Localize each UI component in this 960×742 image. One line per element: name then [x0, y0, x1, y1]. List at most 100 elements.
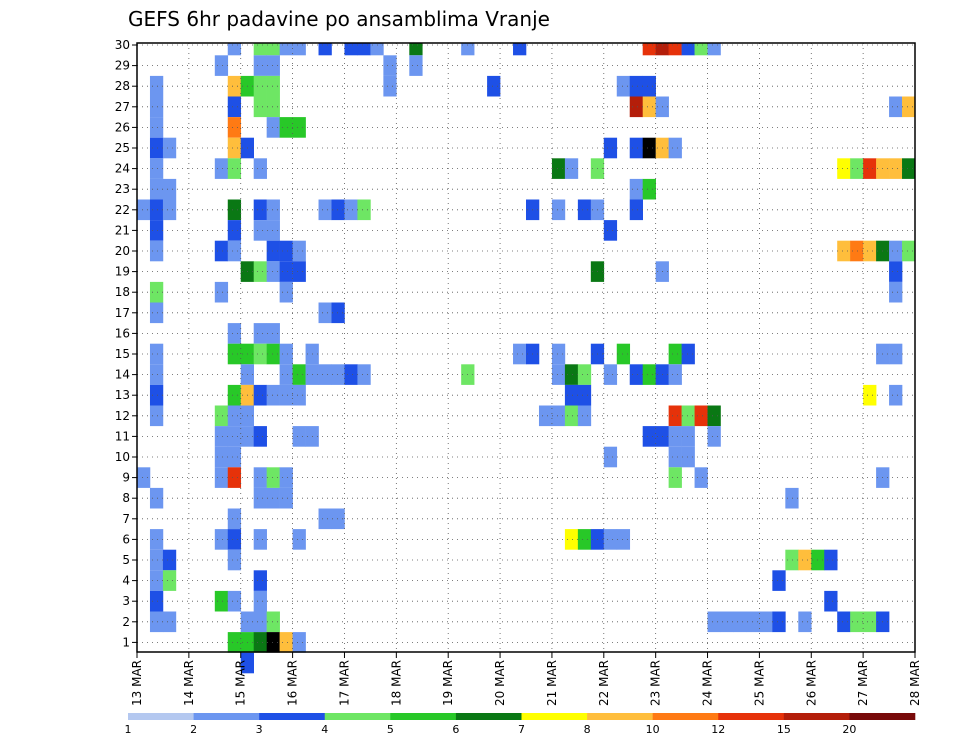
heatmap-cell — [292, 43, 306, 56]
heatmap-cell — [279, 343, 293, 365]
heatmap-cell — [513, 43, 527, 56]
heatmap-cell — [149, 529, 164, 550]
colorbar-swatch — [783, 713, 850, 720]
heatmap-cell — [149, 364, 164, 385]
colorbar-swatch — [390, 713, 457, 720]
heatmap-cell — [253, 220, 267, 241]
heatmap-cell — [149, 158, 164, 179]
heatmap-cell — [564, 529, 579, 550]
x-tick-label: 21 MAR — [545, 660, 559, 706]
colorbar-swatch — [128, 713, 194, 720]
y-tick-label: 26 — [115, 120, 130, 134]
colorbar-label: 8 — [584, 723, 591, 736]
colorbar-swatch — [521, 713, 588, 720]
heatmap-cell — [694, 467, 708, 488]
heatmap-cell — [149, 302, 164, 324]
heatmap-cells — [137, 43, 916, 674]
heatmap-cell — [149, 220, 164, 241]
heatmap-cell — [227, 137, 242, 159]
heatmap-cell — [149, 117, 164, 138]
heatmap-cell — [227, 199, 242, 221]
heatmap-cell — [759, 611, 773, 633]
heatmap-cell — [837, 158, 851, 179]
heatmap-cell — [629, 75, 643, 97]
heatmap-cell — [850, 240, 864, 262]
heatmap-cell — [629, 199, 643, 221]
heatmap-cell — [551, 405, 566, 427]
heatmap-cell — [616, 529, 631, 550]
heatmap-cell — [253, 96, 267, 118]
heatmap-cell — [889, 343, 903, 365]
heatmap-cell — [668, 343, 682, 365]
heatmap-cell — [266, 467, 280, 488]
heatmap-cell — [292, 117, 306, 138]
heatmap-cell — [850, 611, 864, 633]
heatmap-cell — [279, 384, 293, 406]
chart-title: GEFS 6hr padavine po ansamblima Vranje — [128, 7, 550, 31]
heatmap-cell — [227, 549, 242, 571]
heatmap-cell — [681, 343, 695, 365]
heatmap-cell — [227, 220, 242, 241]
heatmap-cell — [227, 343, 242, 365]
heatmap-cell — [279, 261, 293, 282]
heatmap-cell — [149, 487, 164, 509]
heatmap-cell — [538, 405, 553, 427]
colorbar-label: 6 — [452, 723, 459, 736]
heatmap-cell — [902, 158, 916, 179]
heatmap-cell — [551, 343, 566, 365]
heatmap-cell — [902, 96, 916, 118]
heatmap-cell — [266, 632, 280, 653]
heatmap-cell — [642, 426, 656, 447]
colorbar-legend: 1 2 3 4 5 6 7 8 10 12 15 20 — [125, 713, 916, 736]
heatmap-cell — [253, 467, 267, 488]
y-tick-label: 23 — [115, 182, 130, 196]
x-tick-label: 28 MAR — [908, 660, 922, 706]
heatmap-cell — [668, 43, 682, 56]
y-tick-label: 15 — [115, 347, 130, 361]
heatmap-cell — [253, 384, 267, 406]
y-tick-label: 16 — [115, 326, 130, 340]
heatmap-cell — [279, 632, 293, 653]
heatmap-cell — [214, 467, 229, 488]
heatmap-cell — [253, 590, 267, 612]
heatmap-cell — [707, 43, 721, 56]
heatmap-cell — [162, 611, 177, 633]
heatmap-cell — [629, 137, 643, 159]
heatmap-cell — [603, 529, 618, 550]
heatmap-cell — [227, 632, 242, 653]
colorbar-swatch — [259, 713, 326, 720]
heatmap-cell — [214, 281, 229, 303]
heatmap-cell — [279, 487, 293, 509]
colorbar-swatch — [587, 713, 653, 720]
y-tick-label: 9 — [122, 471, 130, 485]
heatmap-cell — [551, 364, 566, 385]
heatmap-cell — [603, 446, 618, 468]
plot-frame — [136, 42, 916, 653]
heatmap-cell — [513, 343, 527, 365]
heatmap-cell — [214, 446, 229, 468]
heatmap-cell — [162, 549, 177, 571]
heatmap-cell — [318, 43, 332, 56]
heatmap-cell — [733, 611, 747, 633]
heatmap-cell — [214, 158, 229, 179]
heatmap-cell — [253, 75, 267, 97]
heatmap-cell — [292, 529, 306, 550]
heatmap-cell — [344, 199, 358, 221]
heatmap-cell — [227, 96, 242, 118]
colorbar-label: 5 — [387, 723, 394, 736]
heatmap-cell — [149, 96, 164, 118]
y-tick-label: 7 — [122, 512, 130, 526]
heatmap-cell — [149, 75, 164, 97]
heatmap-cell — [461, 43, 475, 56]
heatmap-cell — [331, 364, 345, 385]
heatmap-cell — [642, 137, 656, 159]
heatmap-cell — [266, 220, 280, 241]
heatmap-cell — [746, 611, 760, 633]
heatmap-cell — [266, 43, 280, 56]
heatmap-cell — [370, 43, 384, 56]
heatmap-cell — [279, 117, 293, 138]
x-tick-label: 19 MAR — [441, 660, 455, 706]
heatmap-cell — [357, 364, 371, 385]
y-tick-label: 1 — [122, 635, 130, 649]
heatmap-cell — [149, 570, 164, 591]
